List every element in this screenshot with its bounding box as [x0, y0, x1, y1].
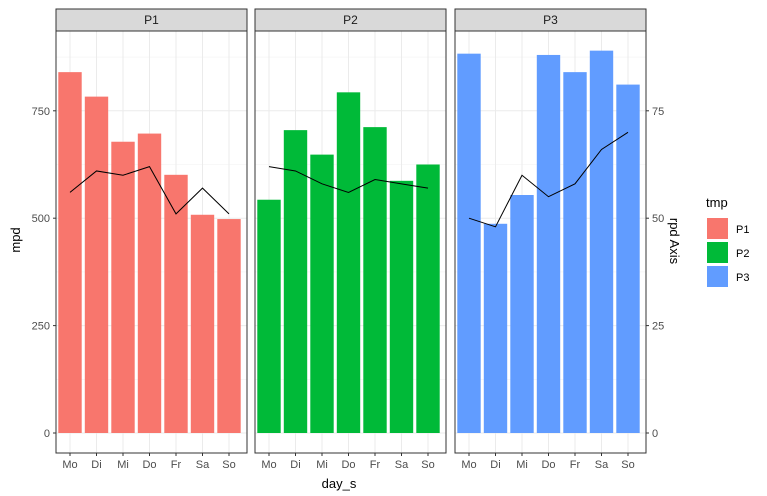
x-axis-title: day_s — [322, 476, 357, 491]
bar-p1-do — [137, 133, 162, 434]
bar-p2-fr — [363, 127, 387, 433]
y-tick-label: 0 — [44, 428, 50, 440]
line-series-p3 — [468, 131, 629, 228]
x-tick-label: Fr — [370, 459, 381, 471]
x-tick-label: Di — [91, 459, 101, 471]
panel-border — [454, 30, 647, 454]
x-tick-label: Do — [541, 459, 555, 471]
y-tick-label: 250 — [32, 321, 50, 333]
line-series-p1 — [69, 166, 230, 215]
bar-p1-so — [217, 219, 241, 433]
facet-p2: P2 — [254, 8, 447, 454]
bar-p3-do — [536, 54, 561, 434]
x-tick-label: Di — [490, 459, 500, 471]
x-tick-label: So — [621, 459, 634, 471]
secondary-y-tick-label: 50 — [652, 213, 664, 225]
facet-p3: P3 — [454, 8, 647, 454]
bar-p2-so — [416, 164, 440, 433]
legend-key-p2 — [707, 242, 728, 263]
bar-p3-mo — [457, 53, 481, 433]
bar-p3-fr — [563, 72, 587, 434]
facet-strip-label: P2 — [343, 13, 358, 27]
legend-label-p2: P2 — [736, 248, 749, 260]
bar-p1-di — [84, 96, 109, 433]
x-tick-label: Mo — [62, 459, 77, 471]
x-tick-label: Sa — [196, 459, 210, 471]
facet-strip-label: P1 — [144, 13, 159, 27]
secondary-y-tick-label: 0 — [652, 428, 658, 440]
secondary-y-axis-title: rpd Axis — [667, 218, 682, 265]
x-tick-label: Fr — [171, 459, 182, 471]
legend-title: tmp — [706, 195, 728, 210]
secondary-y-tick-label: 75 — [652, 106, 664, 118]
bar-p2-mo — [257, 199, 281, 433]
bar-p3-so — [616, 84, 640, 434]
y-axis-title: mpd — [8, 227, 23, 252]
line-series-p2 — [268, 166, 429, 193]
bar-p2-mi — [310, 154, 334, 433]
bar-p2-do — [336, 92, 361, 433]
legend-key-p1 — [707, 218, 728, 239]
panel-border — [254, 30, 447, 454]
x-tick-label: Sa — [395, 459, 409, 471]
bar-p1-fr — [164, 174, 188, 433]
secondary-y-tick-label: 25 — [652, 321, 664, 333]
x-tick-label: Di — [290, 459, 300, 471]
legend-label-p3: P3 — [736, 272, 749, 284]
bar-p1-mo — [58, 72, 82, 434]
bar-p3-sa — [589, 50, 614, 433]
bar-p2-sa — [389, 180, 414, 433]
bar-p2-di — [283, 130, 308, 433]
axes: Mo Di Mi Do Fr Sa So Mo Di Mi Do Fr Sa So Mo Di Mi Do Fr Sa… — [32, 106, 665, 471]
x-tick-label: Mo — [261, 459, 276, 471]
legend-key-p3 — [707, 266, 728, 287]
panel-border — [55, 30, 248, 454]
bar-p3-mi — [510, 195, 534, 433]
x-tick-label: So — [421, 459, 434, 471]
x-tick-label: Do — [341, 459, 355, 471]
x-tick-label: Mi — [316, 459, 328, 471]
bar-p1-sa — [190, 214, 215, 433]
x-tick-label: Mi — [117, 459, 129, 471]
x-tick-label: Sa — [595, 459, 609, 471]
x-tick-label: Mi — [516, 459, 528, 471]
facet-p1: P1 — [55, 8, 248, 454]
x-tick-label: So — [222, 459, 235, 471]
x-tick-label: Do — [142, 459, 156, 471]
bar-p3-di — [483, 223, 508, 433]
x-tick-label: Fr — [570, 459, 581, 471]
y-tick-label: 750 — [32, 106, 50, 118]
legend: tmp P1 P2 P3 — [706, 195, 749, 287]
x-tick-label: Mo — [461, 459, 476, 471]
facet-strip-label: P3 — [543, 13, 558, 27]
bar-p1-mi — [111, 141, 135, 433]
y-tick-label: 500 — [32, 213, 50, 225]
facet-panels: P1 P2 P3 — [55, 8, 647, 454]
legend-label-p1: P1 — [736, 224, 749, 236]
